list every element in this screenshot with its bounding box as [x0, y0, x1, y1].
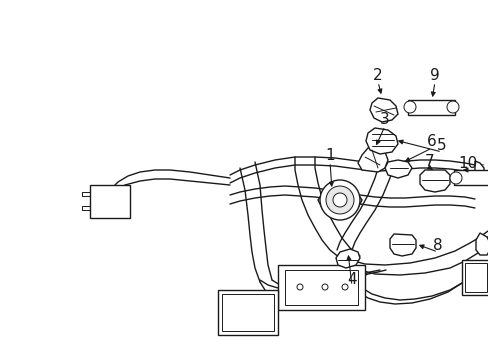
Text: 5: 5 [436, 138, 446, 153]
Circle shape [446, 101, 458, 113]
Circle shape [341, 284, 347, 290]
Polygon shape [384, 160, 411, 178]
Polygon shape [475, 233, 488, 255]
Text: 2: 2 [372, 68, 382, 83]
Polygon shape [357, 147, 387, 172]
Polygon shape [474, 161, 483, 178]
Polygon shape [453, 170, 488, 185]
Polygon shape [317, 190, 361, 212]
Circle shape [321, 284, 327, 290]
Text: 7: 7 [425, 154, 434, 169]
Polygon shape [365, 128, 397, 154]
Polygon shape [285, 270, 357, 305]
Polygon shape [389, 234, 415, 256]
Circle shape [449, 172, 461, 184]
Circle shape [296, 284, 303, 290]
Circle shape [319, 180, 359, 220]
Polygon shape [419, 170, 449, 192]
Polygon shape [369, 98, 397, 122]
Text: 8: 8 [432, 238, 442, 253]
Text: 4: 4 [346, 272, 356, 287]
Circle shape [403, 101, 415, 113]
Polygon shape [407, 100, 454, 115]
Polygon shape [218, 290, 278, 335]
Polygon shape [90, 185, 130, 218]
Polygon shape [335, 249, 359, 268]
Polygon shape [278, 265, 364, 310]
Circle shape [325, 186, 353, 214]
Polygon shape [464, 263, 486, 292]
Text: 9: 9 [429, 68, 439, 83]
Text: 10: 10 [457, 156, 477, 171]
Text: 6: 6 [426, 134, 436, 149]
Text: 1: 1 [325, 148, 334, 163]
Text: 3: 3 [379, 112, 389, 127]
Polygon shape [222, 294, 273, 331]
Circle shape [332, 193, 346, 207]
Polygon shape [461, 260, 488, 295]
